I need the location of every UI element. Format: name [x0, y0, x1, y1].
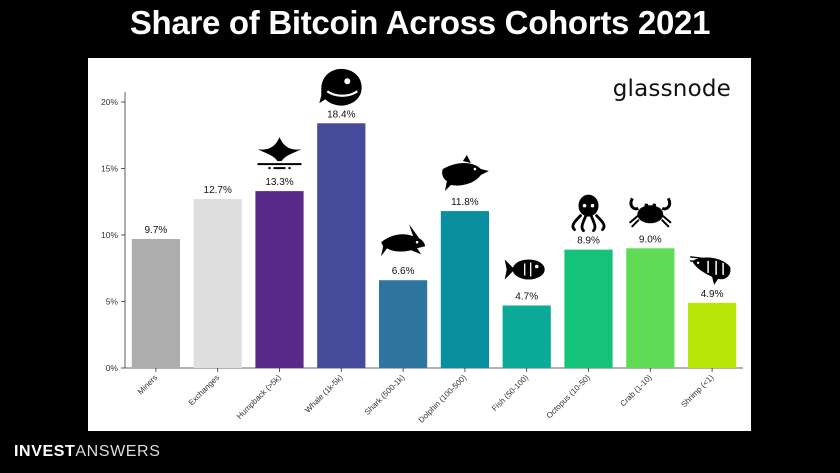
bar-chart: 0% 5% 10% 15% 20% 9.7% Miners 12.7% Exchanges 13.… — [101, 68, 743, 425]
octopus-icon — [571, 194, 606, 233]
data-label: 4.7% — [515, 291, 538, 302]
y-tick-label: 20% — [101, 97, 118, 107]
data-label: 9.7% — [145, 225, 168, 236]
bar-7 — [502, 305, 551, 368]
bar-2 — [193, 199, 242, 368]
page-title: Share of Bitcoin Across Cohorts 2021 — [129, 4, 711, 41]
x-tick-label: Shrimp (<1) — [679, 373, 715, 409]
bar-5 — [378, 280, 428, 368]
bar-1 — [131, 238, 181, 368]
data-label: 11.8% — [451, 197, 479, 208]
data-label: 9.0% — [639, 234, 662, 245]
chart-panel: glassnode 0% 5% 10% 15% 20% 9.7% Miners 12.7% Ex… — [88, 58, 751, 431]
y-tick-label: 15% — [101, 164, 118, 174]
glassnode-logo: glassnode — [612, 76, 731, 102]
x-tick-label: Humpback (>5k) — [235, 373, 283, 421]
x-tick-label: Crab (1-10) — [618, 373, 654, 409]
bar-9 — [626, 248, 675, 368]
x-tick-label: Shark (500-1k) — [363, 373, 407, 417]
y-tick-label: 5% — [106, 297, 119, 307]
data-label: 18.4% — [327, 109, 355, 120]
bar-8 — [564, 249, 613, 368]
bar-3 — [255, 191, 304, 368]
data-label: 13.3% — [265, 177, 293, 188]
fish-icon — [504, 259, 545, 280]
crab-icon — [629, 197, 672, 228]
humpback-whale-tail-icon — [257, 137, 302, 170]
bar-6 — [440, 211, 490, 368]
data-label: 4.9% — [701, 289, 724, 300]
x-tick-label: Dolphin (100-500) — [417, 373, 469, 425]
x-tick-label: Octopus (10-50) — [545, 373, 592, 420]
x-tick-label: Fish (50-100) — [490, 373, 530, 413]
x-tick-label: Exchanges — [187, 373, 221, 407]
bar-4 — [317, 123, 366, 368]
x-tick-label: Miners — [136, 373, 159, 396]
data-label: 12.7% — [204, 185, 232, 196]
y-tick-label: 0% — [106, 363, 119, 373]
data-label: 6.6% — [392, 266, 415, 277]
whale-icon — [319, 68, 362, 106]
x-tick-label: Whale (1k-5k) — [303, 373, 345, 415]
shrimp-icon — [690, 256, 731, 285]
bar-10 — [687, 302, 737, 368]
dolphin-icon — [442, 155, 489, 192]
y-tick-label: 10% — [101, 230, 118, 240]
shark-icon — [381, 224, 426, 257]
investanswers-logo: INVESTANSWERS — [14, 443, 161, 460]
data-label: 8.9% — [577, 236, 600, 247]
